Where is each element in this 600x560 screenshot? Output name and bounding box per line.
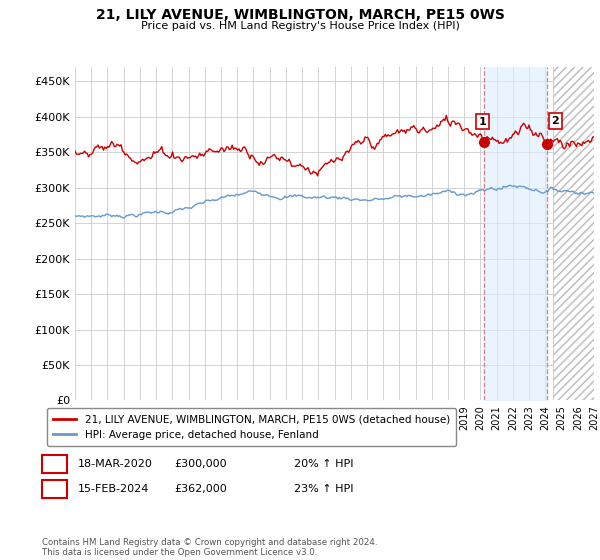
Text: 15-FEB-2024: 15-FEB-2024 bbox=[78, 484, 149, 494]
Text: Contains HM Land Registry data © Crown copyright and database right 2024.
This d: Contains HM Land Registry data © Crown c… bbox=[42, 538, 377, 557]
Text: 23% ↑ HPI: 23% ↑ HPI bbox=[294, 484, 353, 494]
Text: Price paid vs. HM Land Registry's House Price Index (HPI): Price paid vs. HM Land Registry's House … bbox=[140, 21, 460, 31]
Legend: 21, LILY AVENUE, WIMBLINGTON, MARCH, PE15 0WS (detached house), HPI: Average pri: 21, LILY AVENUE, WIMBLINGTON, MARCH, PE1… bbox=[47, 408, 456, 446]
Text: 20% ↑ HPI: 20% ↑ HPI bbox=[294, 459, 353, 469]
Text: £300,000: £300,000 bbox=[174, 459, 227, 469]
Text: 2: 2 bbox=[551, 116, 559, 126]
Text: 21, LILY AVENUE, WIMBLINGTON, MARCH, PE15 0WS: 21, LILY AVENUE, WIMBLINGTON, MARCH, PE1… bbox=[95, 8, 505, 22]
Text: 1: 1 bbox=[478, 116, 486, 127]
Text: 2: 2 bbox=[51, 484, 58, 494]
Text: £362,000: £362,000 bbox=[174, 484, 227, 494]
Text: 18-MAR-2020: 18-MAR-2020 bbox=[78, 459, 153, 469]
Text: 1: 1 bbox=[51, 459, 58, 469]
